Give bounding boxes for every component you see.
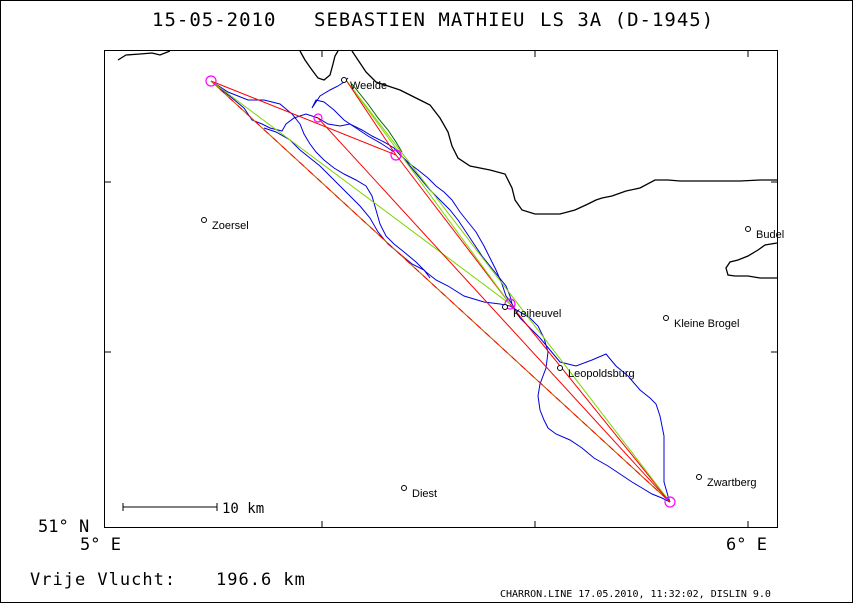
town-label: Zwartberg bbox=[707, 477, 757, 489]
town-marker bbox=[201, 217, 207, 223]
town-label: Weelde bbox=[350, 80, 387, 92]
town-marker bbox=[401, 485, 407, 491]
lon-right-label: 6° E bbox=[726, 535, 767, 555]
town-marker bbox=[341, 77, 347, 83]
scale-bar-label: 10 km bbox=[222, 501, 264, 517]
town-marker bbox=[696, 474, 702, 480]
distance-label: Vrije Vlucht: bbox=[30, 570, 176, 590]
towns: Weelde Zoersel Budel Keiheuvel Kleine Br… bbox=[201, 77, 784, 500]
town-label: Keiheuvel bbox=[513, 308, 561, 320]
flight-track bbox=[210, 77, 671, 503]
title-pilot: SEBASTIEN MATHIEU bbox=[314, 9, 525, 31]
town-marker bbox=[557, 365, 563, 371]
town-marker bbox=[663, 315, 669, 321]
country-border bbox=[117, 50, 778, 279]
town-label: Diest bbox=[412, 488, 437, 500]
scale-bar: 10 km bbox=[122, 501, 264, 517]
town-label: Zoersel bbox=[212, 220, 249, 232]
axis-ticks bbox=[105, 51, 777, 527]
turnpoint-marker bbox=[205, 75, 217, 87]
town-marker bbox=[745, 226, 751, 232]
credits: CHARRON.LINE 17.05.2010, 11:32:02, DISLI… bbox=[500, 589, 771, 600]
title-glider: LS 3A (D-1945) bbox=[540, 9, 714, 31]
turnpoint-marker bbox=[313, 113, 323, 123]
town-label: Kleine Brogel bbox=[674, 318, 739, 330]
track-segment-green bbox=[351, 83, 403, 153]
turnpoint-marker bbox=[390, 149, 402, 161]
turnpoint-marker bbox=[664, 496, 676, 508]
route-legs bbox=[210, 79, 671, 503]
title-date: 15-05-2010 bbox=[152, 9, 276, 31]
lon-left-label: 5° E bbox=[80, 535, 121, 555]
lat-label: 51° N bbox=[38, 517, 89, 537]
town-label: Leopoldsburg bbox=[568, 368, 635, 380]
distance-value: 196.6 km bbox=[216, 570, 306, 590]
town-label: Budel bbox=[756, 229, 784, 241]
map-border bbox=[104, 50, 778, 528]
town-marker bbox=[502, 304, 508, 310]
